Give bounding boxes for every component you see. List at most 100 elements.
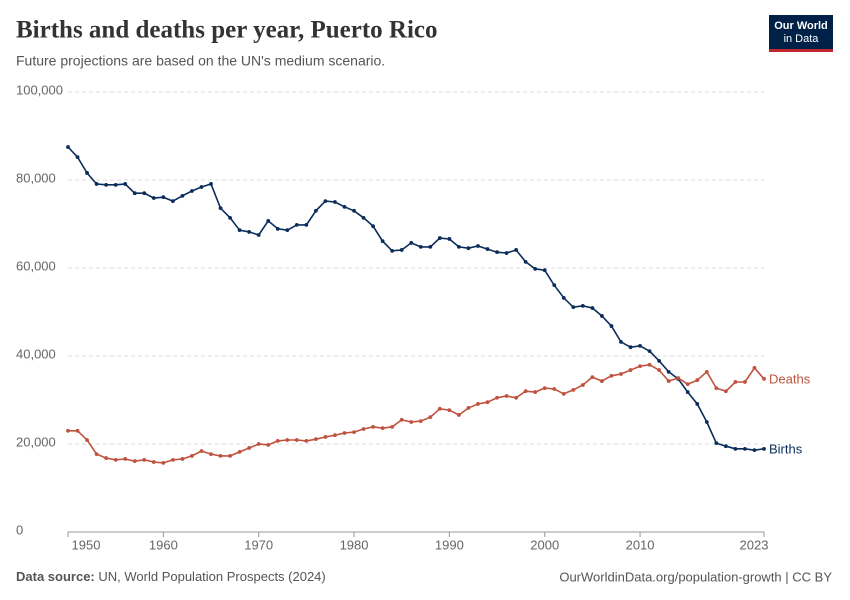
data-point xyxy=(190,189,194,193)
data-point xyxy=(151,196,156,200)
data-point xyxy=(151,460,156,464)
data-point xyxy=(514,395,519,400)
data-point xyxy=(218,453,223,458)
data-point xyxy=(266,219,271,223)
data-point xyxy=(209,452,213,457)
logo[interactable]: Our World in Data xyxy=(769,15,833,52)
data-point xyxy=(123,182,128,186)
data-point xyxy=(619,372,623,376)
data-point xyxy=(390,248,395,253)
data-point xyxy=(619,340,623,344)
data-point xyxy=(733,446,738,451)
data-point xyxy=(409,420,414,424)
data-point xyxy=(504,394,509,398)
data-point xyxy=(218,206,223,211)
data-point xyxy=(352,430,356,435)
data-point xyxy=(94,182,99,186)
data-point xyxy=(666,379,671,383)
data-point xyxy=(600,314,604,318)
data-point xyxy=(228,215,232,220)
data-point xyxy=(466,406,471,410)
data-point xyxy=(104,456,109,460)
data-point xyxy=(685,390,690,394)
data-point xyxy=(380,239,385,244)
x-tick-label: 1990 xyxy=(435,537,464,552)
data-point xyxy=(142,457,147,462)
data-point xyxy=(409,241,414,245)
series-label: Births xyxy=(769,441,803,456)
data-point xyxy=(571,387,576,392)
data-point xyxy=(399,417,404,422)
data-point xyxy=(752,365,757,370)
data-point xyxy=(256,233,261,237)
data-point xyxy=(685,382,690,387)
data-point xyxy=(323,199,328,204)
data-point xyxy=(247,230,252,234)
data-point xyxy=(266,442,271,447)
data-point xyxy=(247,446,252,450)
data-point xyxy=(657,358,662,363)
data-point xyxy=(476,244,480,248)
data-point xyxy=(447,408,452,413)
data-point xyxy=(676,376,681,380)
source: Data source: UN, World Population Prospe… xyxy=(16,569,326,584)
data-point xyxy=(571,305,576,310)
data-point xyxy=(466,246,471,251)
data-point xyxy=(609,373,614,378)
x-tick-label: 2023 xyxy=(740,537,769,552)
data-point xyxy=(142,191,147,196)
data-point xyxy=(743,380,747,384)
data-point xyxy=(628,345,633,350)
data-point xyxy=(638,364,642,369)
footer-link[interactable]: OurWorldinData.org/population-growth | C… xyxy=(559,569,832,584)
data-point xyxy=(695,402,700,406)
logo-stripe xyxy=(769,49,833,52)
data-point xyxy=(371,424,375,429)
data-point xyxy=(199,449,204,453)
data-point xyxy=(723,444,728,449)
data-point xyxy=(161,195,166,200)
data-point xyxy=(723,389,728,394)
data-point xyxy=(333,433,337,438)
series-line xyxy=(68,363,765,464)
data-point xyxy=(533,390,538,394)
data-point xyxy=(580,303,585,308)
data-point xyxy=(504,251,509,255)
data-point xyxy=(132,191,137,196)
data-point xyxy=(113,182,118,187)
data-point xyxy=(523,259,528,264)
logo-text: in Data xyxy=(784,33,820,45)
data-point xyxy=(180,193,185,198)
data-point xyxy=(285,228,290,233)
data-point xyxy=(447,237,452,241)
data-point xyxy=(428,244,433,249)
data-point xyxy=(333,200,337,204)
data-point xyxy=(342,204,347,209)
data-point xyxy=(609,324,614,328)
y-tick-label: 0 xyxy=(16,522,23,537)
data-point xyxy=(294,222,299,227)
data-point xyxy=(523,389,528,394)
data-point xyxy=(714,441,719,446)
data-point xyxy=(561,296,566,300)
data-point xyxy=(361,427,366,431)
data-point xyxy=(647,362,652,367)
x-tick-label: 1980 xyxy=(340,537,369,552)
data-point xyxy=(704,420,709,424)
data-point xyxy=(552,283,557,288)
data-point xyxy=(313,437,318,442)
y-tick-label: 80,000 xyxy=(16,170,56,185)
data-point xyxy=(533,266,538,271)
data-point xyxy=(542,386,547,391)
data-point xyxy=(743,446,747,451)
chart-title: Births and deaths per year, Puerto Rico xyxy=(16,17,438,44)
data-point xyxy=(428,415,433,420)
data-point xyxy=(485,400,490,405)
data-point xyxy=(170,199,175,204)
series-line xyxy=(67,146,765,452)
data-point xyxy=(104,182,109,187)
data-point xyxy=(714,386,719,391)
data-point xyxy=(695,378,700,383)
data-point xyxy=(285,438,290,442)
data-point xyxy=(113,457,118,462)
